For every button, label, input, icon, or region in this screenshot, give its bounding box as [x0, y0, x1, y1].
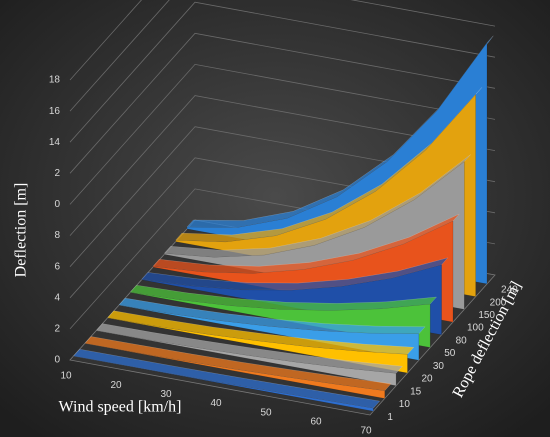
grid-line — [69, 1, 496, 143]
y-axis-title: Deflection [m] — [13, 183, 30, 278]
area-top — [95, 323, 403, 374]
z-tick-label: 50 — [444, 348, 456, 359]
grid-line — [69, 32, 496, 174]
x-tick-label: 60 — [310, 416, 322, 427]
z-tick-label: 1 — [387, 412, 393, 423]
x-tick-label: 20 — [110, 380, 122, 391]
y-tick-label: 0 — [54, 199, 60, 210]
y-tick-label: 8 — [54, 230, 60, 241]
y-tick-label: 2 — [54, 168, 60, 179]
area-top — [84, 336, 392, 391]
area-top — [186, 35, 494, 228]
area — [95, 330, 397, 387]
grid-line — [69, 95, 496, 236]
y-tick-label: 14 — [49, 137, 61, 148]
z-tick-label: 15 — [410, 386, 422, 397]
z-tick-label: 150 — [478, 310, 495, 321]
z-tick-label: 30 — [433, 361, 445, 372]
y-tick-label: 0 — [54, 355, 60, 366]
x-tick-label: 10 — [60, 371, 72, 382]
area — [84, 343, 386, 399]
x-tick-label: 30 — [160, 389, 172, 400]
y-tick-label: 18 — [49, 75, 61, 86]
y-tick-label: 16 — [49, 106, 61, 117]
x-tick-label: 70 — [360, 426, 372, 437]
area-top — [107, 310, 415, 355]
z-tick-label: 80 — [456, 335, 468, 346]
z-tick-label: 240 — [501, 285, 518, 296]
x-axis-title: Wind speed [km/h] — [59, 399, 182, 416]
y-tick-label: 2 — [54, 324, 60, 335]
x-tick-label: 40 — [210, 398, 222, 409]
grid-line — [69, 0, 496, 112]
grid-line — [69, 63, 496, 205]
area — [73, 355, 374, 412]
z-tick-label: 100 — [467, 323, 484, 334]
area-top — [152, 213, 460, 274]
y-tick-label: 4 — [54, 292, 60, 303]
grid-line — [69, 0, 142, 81]
x-tick-label: 50 — [260, 407, 272, 418]
z-tick-label: 200 — [490, 297, 507, 308]
z-tick-label: 10 — [399, 399, 411, 410]
area-top — [175, 87, 483, 243]
area-top — [163, 154, 471, 258]
area-top — [118, 297, 426, 335]
area-top — [72, 348, 381, 409]
z-tick-label: 20 — [422, 374, 434, 385]
y-tick-label: 6 — [54, 261, 60, 272]
